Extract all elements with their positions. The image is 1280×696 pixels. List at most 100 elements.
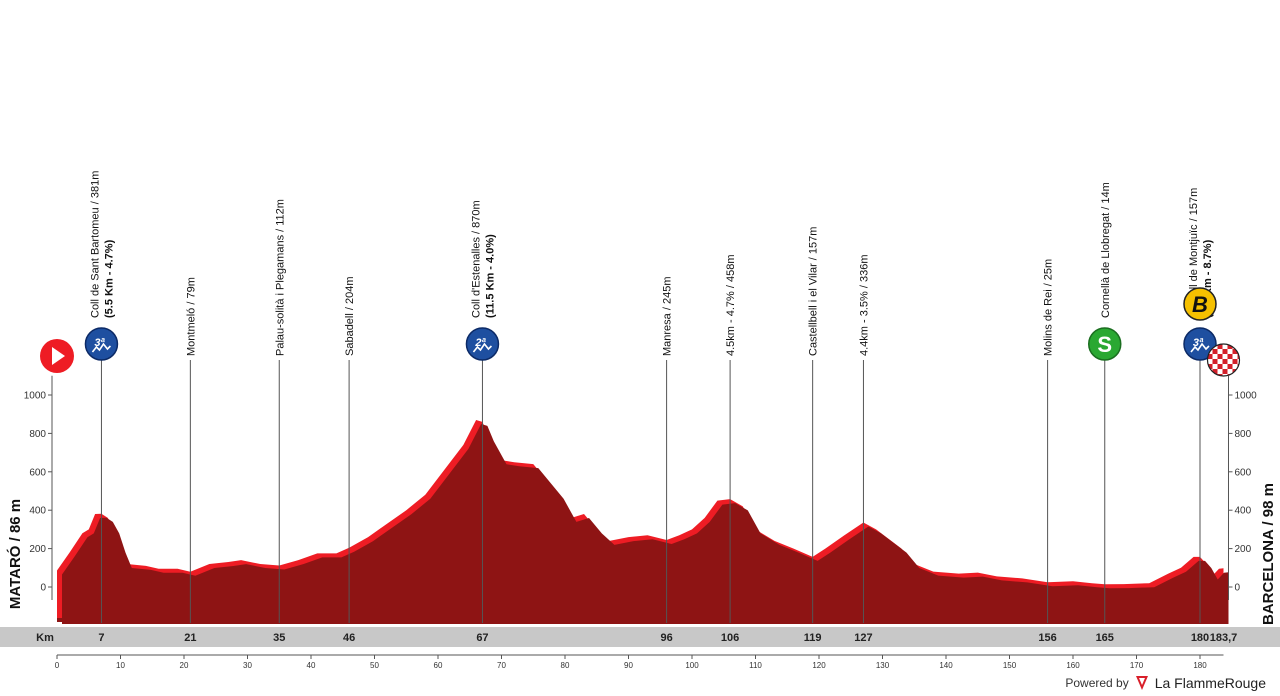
x-tick-label: 160 xyxy=(1066,661,1080,670)
marker-lines xyxy=(100,360,1201,623)
x-tick-label: 50 xyxy=(370,661,379,670)
finish-check xyxy=(1207,354,1213,359)
x-tick-label: 80 xyxy=(561,661,570,670)
km-marker-label: 119 xyxy=(804,632,822,644)
km-marker-label: 21 xyxy=(184,632,196,644)
km-marker-label: 180 xyxy=(1191,632,1209,644)
y-tick-label-right: 400 xyxy=(1234,506,1251,517)
km-marker-label: 35 xyxy=(273,632,285,644)
finish-check xyxy=(1212,359,1218,364)
bonus-badge xyxy=(1183,287,1217,321)
point-label: Coll d'Estenalles / 870m xyxy=(470,200,482,318)
y-tick-label-left: 1000 xyxy=(24,391,47,402)
point-label: Montmeló / 79m xyxy=(185,277,197,356)
x-tick-label: 140 xyxy=(939,661,953,670)
km-marker-label: 183,7 xyxy=(1210,632,1238,644)
finish-check xyxy=(1217,344,1223,349)
y-tick-label-left: 800 xyxy=(29,429,46,440)
finish-check xyxy=(1232,349,1238,354)
x-tick-label: 120 xyxy=(812,661,826,670)
finish-check xyxy=(1237,344,1240,349)
x-tick-label: 60 xyxy=(434,661,443,670)
x-tick-label: 110 xyxy=(749,661,762,670)
km-marker-label: 127 xyxy=(854,632,872,644)
profile-base xyxy=(57,618,1229,622)
point-label: Sabadell / 204m xyxy=(344,277,356,357)
point-detail: (5.5 Km - 4.7%) xyxy=(103,239,115,318)
y-tick-label-left: 400 xyxy=(29,506,46,517)
point-labels: Coll de Sant Bartomeu / 381m (5.5 Km - 4.… xyxy=(89,171,1214,356)
start-icon xyxy=(40,339,74,373)
y-tick-label-left: 0 xyxy=(40,583,46,594)
point-detail: (11.5 Km - 4.0%) xyxy=(484,234,496,318)
km-band xyxy=(0,627,1280,647)
finish-check xyxy=(1222,369,1228,374)
finish-check xyxy=(1227,354,1233,359)
y-tick-label-left: 600 xyxy=(29,467,46,478)
finish-check xyxy=(1222,359,1228,364)
start-label: MATARÓ / 86 m xyxy=(6,499,24,609)
point-label: Castell de Montjuïc / 157m xyxy=(1188,188,1200,318)
finish-check xyxy=(1237,374,1240,376)
elevation-profile xyxy=(57,420,1229,624)
sprint-icon: S xyxy=(1088,327,1122,361)
climb-category-text: 3ª xyxy=(1193,337,1204,349)
bonus-text: B xyxy=(1192,292,1208,317)
flame-logo-icon xyxy=(1135,676,1148,690)
point-label: 4.4km - 3.5% / 336m xyxy=(858,255,870,357)
x-tick-label: 180 xyxy=(1193,661,1207,670)
km-axis-label: Km xyxy=(36,632,54,644)
km-marker-label: 96 xyxy=(660,632,672,644)
profile-bands xyxy=(0,627,1280,647)
finish-check xyxy=(1217,354,1223,359)
y-tick-label-right: 1000 xyxy=(1234,391,1257,402)
x-tick-label: 90 xyxy=(624,661,633,670)
km-marker-label: 106 xyxy=(721,632,739,644)
distance-axis: Km 0 10 20 30 40 50 60 70 80 90 100 110 120 130 140 150 1… xyxy=(36,632,1237,670)
point-label: Manresa / 245m xyxy=(662,277,674,356)
y-tick-label-right: 200 xyxy=(1234,544,1251,555)
km-marker-label: 7 xyxy=(98,632,104,644)
finish-badge-outline xyxy=(1206,343,1241,377)
finish-checks xyxy=(1207,344,1240,376)
x-tick-label: 10 xyxy=(116,661,125,670)
climb-category-icon: 3ª xyxy=(84,327,119,361)
finish-flag-icon xyxy=(1206,343,1241,377)
finish-check xyxy=(1212,349,1218,354)
point-label: Coll de Sant Bartomeu / 381m xyxy=(89,171,101,318)
finish-check xyxy=(1217,364,1223,369)
finish-check xyxy=(1227,364,1233,369)
finish-check xyxy=(1207,364,1213,369)
x-tick-label: 70 xyxy=(497,661,506,670)
mountain-icon xyxy=(91,342,112,353)
x-tick-label: 100 xyxy=(685,661,699,670)
x-tick-label: 0 xyxy=(55,661,60,670)
climb-category-icon: 2ª xyxy=(465,327,500,361)
x-tick-label: 20 xyxy=(180,661,189,670)
sprint-badge xyxy=(1088,327,1122,361)
point-label: Molins de Rei / 25m xyxy=(1043,259,1055,356)
point-label: Cornellà de Llobregat / 14m xyxy=(1100,182,1112,318)
finish-check xyxy=(1207,374,1213,376)
bonus-icon: B xyxy=(1183,287,1217,321)
finish-check xyxy=(1212,369,1218,374)
finish-label: BARCELONA / 98 m xyxy=(1260,483,1277,625)
x-tick-label: 40 xyxy=(307,661,316,670)
km-marker-label: 156 xyxy=(1038,632,1056,644)
play-triangle-icon xyxy=(52,347,65,365)
finish-check xyxy=(1227,344,1233,349)
km-marker-label: 67 xyxy=(476,632,488,644)
climb-category-text: 3ª xyxy=(94,337,105,349)
x-tick-label: 170 xyxy=(1130,661,1144,670)
x-tick-label: 150 xyxy=(1003,661,1017,670)
climb-category-icon: 3ª xyxy=(1183,327,1217,361)
point-label: 4.5km - 4.7% / 458m xyxy=(725,255,737,357)
x-tick-label: 130 xyxy=(876,661,890,670)
powered-by-text: Powered by xyxy=(1065,676,1129,690)
point-icons: 3ª 2ª S 3ª B xyxy=(40,287,1241,377)
altitude-axes: 0 0 200 200 400 400 600 600 800 800 1000 1000 MATARÓ… xyxy=(6,375,1277,625)
finish-check xyxy=(1222,349,1228,354)
km-marker-label: 46 xyxy=(343,632,355,644)
km-marker-label: 165 xyxy=(1096,632,1114,644)
